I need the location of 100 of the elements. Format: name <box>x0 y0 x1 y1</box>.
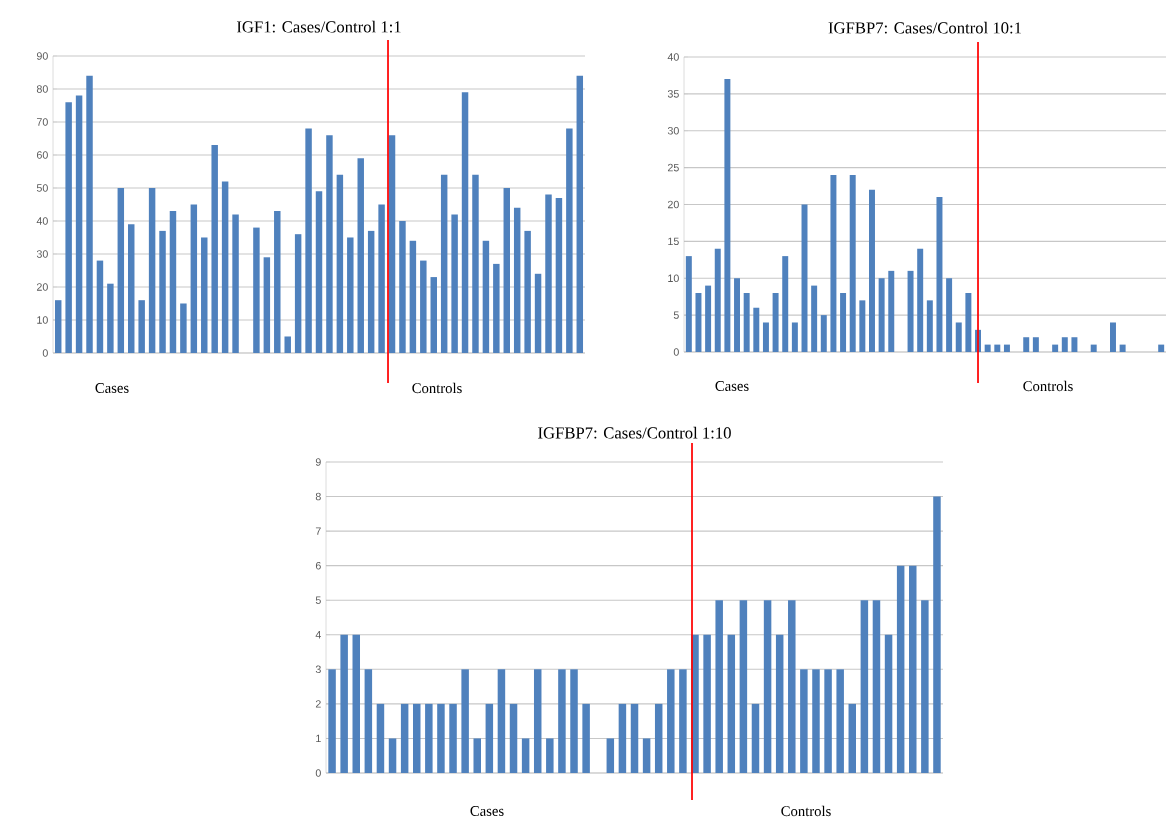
bar <box>812 669 820 773</box>
bar <box>284 336 291 353</box>
bar <box>679 669 687 773</box>
bar <box>576 75 584 353</box>
bar <box>420 260 427 353</box>
text: Controls <box>781 805 831 817</box>
bar <box>762 322 769 352</box>
text: Controls <box>412 382 462 394</box>
bar <box>534 273 542 353</box>
bar <box>705 285 712 352</box>
bar <box>667 669 675 773</box>
y-tick-label: 8 <box>315 492 321 501</box>
chart-title: IGFBP7: Cases/Control 1:10 <box>538 426 731 439</box>
bar <box>472 174 479 353</box>
y-tick-label: 50 <box>36 184 48 192</box>
y-tick-label: 0 <box>42 349 48 357</box>
y-tick-label: 15 <box>668 237 679 246</box>
bar <box>521 738 530 773</box>
bar <box>430 277 437 353</box>
bar <box>884 634 893 773</box>
bar <box>830 174 837 352</box>
bar <box>570 669 578 773</box>
bar <box>400 703 409 773</box>
bar <box>772 292 779 352</box>
bar <box>965 292 972 352</box>
bar <box>65 102 72 353</box>
bar <box>347 237 354 353</box>
bar <box>888 270 895 352</box>
bar <box>994 344 1001 352</box>
bar <box>936 197 943 352</box>
bar <box>326 135 333 353</box>
y-tick-label: 30 <box>36 250 48 258</box>
bar <box>211 145 218 353</box>
bar <box>849 174 856 352</box>
y-tick-label: 20 <box>667 200 679 209</box>
bar <box>618 703 627 773</box>
bar <box>253 227 260 353</box>
bar <box>263 257 271 353</box>
bar <box>1023 337 1030 352</box>
bar <box>921 600 929 773</box>
y-tick-label: 4 <box>315 631 321 639</box>
bar <box>582 703 590 773</box>
bar <box>933 496 941 773</box>
y-tick-label: 70 <box>36 118 48 126</box>
y-tick-label: 0 <box>315 769 321 777</box>
y-tick-label: 7 <box>315 527 321 535</box>
bar <box>791 322 798 352</box>
bar <box>695 292 702 352</box>
bar <box>274 211 281 353</box>
bar <box>909 565 917 773</box>
bar <box>824 669 832 773</box>
bar <box>753 307 760 352</box>
text: Cases <box>95 383 129 393</box>
bar <box>413 703 421 773</box>
bar <box>437 703 445 773</box>
bar <box>473 738 481 773</box>
bar <box>357 158 364 353</box>
bar <box>138 300 145 353</box>
bar <box>734 278 741 352</box>
bar <box>54 300 62 353</box>
bar <box>128 224 135 353</box>
bar <box>1119 344 1126 352</box>
bar <box>1110 322 1116 352</box>
bar <box>482 240 490 353</box>
bar <box>606 738 615 773</box>
bar <box>367 230 375 353</box>
y-tick-label: 60 <box>36 151 48 159</box>
bar <box>315 191 323 353</box>
bar <box>848 703 857 773</box>
bar <box>336 174 344 353</box>
y-tick-label: 35 <box>667 90 679 98</box>
bar <box>859 300 866 352</box>
chart-title: IGF1: Cases/Control 1:1 <box>236 20 401 33</box>
bar <box>399 220 406 353</box>
bar <box>872 600 881 773</box>
chart-title: IGFBP7: Cases/Control 10:1 <box>828 21 1022 34</box>
bar <box>566 128 573 353</box>
text: Controls <box>1023 380 1073 392</box>
bar <box>376 703 385 773</box>
bar <box>926 300 933 352</box>
bar <box>1061 337 1068 352</box>
bar <box>388 738 397 773</box>
bar <box>743 292 750 352</box>
bar <box>703 634 711 773</box>
bar <box>1032 337 1039 352</box>
bar <box>169 211 177 353</box>
bar <box>485 703 494 773</box>
bar <box>1052 344 1059 352</box>
y-tick-label: 9 <box>315 458 321 466</box>
bar <box>896 565 905 773</box>
bar <box>546 738 554 773</box>
y-tick-label: 6 <box>315 561 321 570</box>
bar <box>555 197 563 353</box>
bar <box>724 79 731 352</box>
bar <box>493 263 500 353</box>
bar <box>180 303 187 353</box>
bar <box>96 260 104 353</box>
y-tick-label: 90 <box>36 52 48 60</box>
bar <box>461 92 469 353</box>
bar <box>1003 344 1010 352</box>
